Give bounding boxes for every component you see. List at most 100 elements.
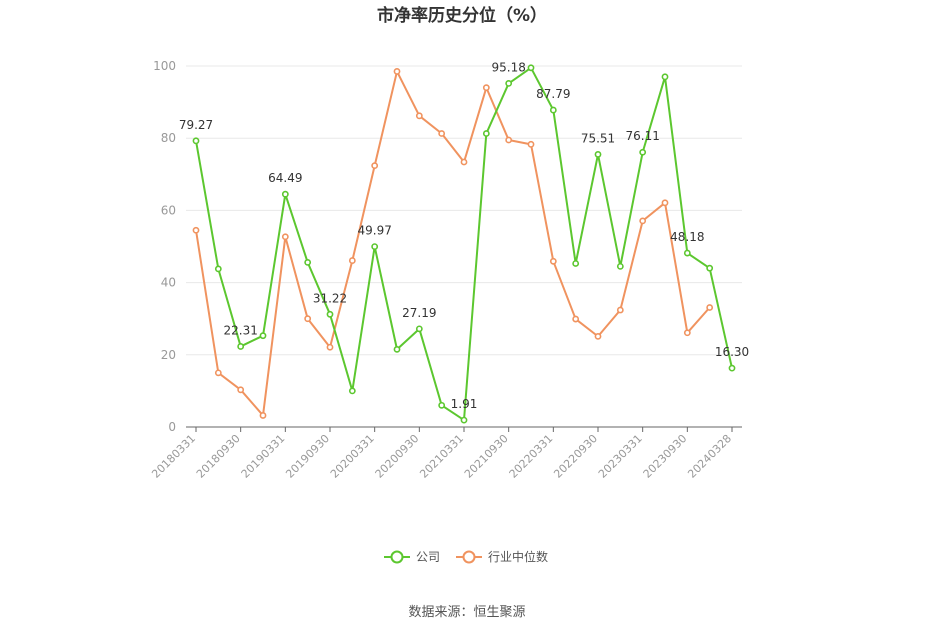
legend-label: 行业中位数: [488, 549, 548, 564]
data-label: 16.30: [715, 345, 749, 359]
x-tick-label: 20180930: [194, 432, 243, 481]
data-label: 64.49: [268, 171, 302, 185]
data-point[interactable]: [728, 364, 736, 372]
legend-marker: [390, 550, 404, 564]
data-label: 22.31: [223, 323, 257, 337]
label-layer: 79.27 22.31 64.49 31.22 49.97 27.19 1.91 95.18 8…: [179, 60, 749, 411]
data-label: 95.18: [491, 60, 525, 74]
data-point[interactable]: [438, 401, 446, 409]
data-point[interactable]: [393, 345, 401, 353]
data-point[interactable]: [259, 412, 267, 419]
data-point[interactable]: [706, 304, 714, 311]
x-tick-label: 20200331: [328, 432, 377, 481]
legend-item-0[interactable]: 公司: [384, 550, 440, 564]
data-point[interactable]: [683, 249, 691, 257]
data-point[interactable]: [214, 265, 222, 273]
data-point[interactable]: [438, 130, 446, 137]
x-tick-label: 20220930: [551, 432, 600, 481]
data-point[interactable]: [616, 306, 624, 314]
y-tick-label: 40: [161, 276, 176, 290]
data-point[interactable]: [348, 257, 356, 264]
data-point[interactable]: [505, 80, 513, 87]
data-point[interactable]: [371, 243, 379, 251]
data-point[interactable]: [683, 329, 691, 337]
data-point[interactable]: [482, 130, 490, 137]
data-label: 48.18: [670, 230, 704, 244]
data-point[interactable]: [326, 343, 334, 351]
series-layer: [192, 64, 736, 424]
data-label: 76.11: [625, 129, 659, 143]
data-point[interactable]: [259, 332, 267, 340]
data-source: 数据来源：恒生聚源: [408, 605, 525, 620]
x-tick-label: 20230331: [596, 432, 645, 481]
grid-layer: [186, 65, 742, 428]
data-point[interactable]: [616, 262, 624, 270]
data-point[interactable]: [393, 68, 401, 75]
data-point[interactable]: [281, 190, 289, 198]
data-point[interactable]: [460, 416, 468, 424]
data-point[interactable]: [505, 136, 513, 144]
series-0: [192, 64, 736, 424]
x-tick-label: 20200930: [373, 432, 422, 481]
legend-item-1[interactable]: 行业中位数: [456, 549, 548, 564]
data-label: 27.19: [402, 306, 436, 320]
data-point[interactable]: [639, 148, 647, 156]
data-point[interactable]: [304, 315, 312, 323]
data-point[interactable]: [572, 315, 580, 323]
x-tick-label: 20190930: [283, 432, 332, 481]
data-point[interactable]: [192, 226, 200, 234]
legend-label: 公司: [416, 550, 440, 564]
chart-title: 市净率历史分位（%）: [377, 5, 547, 26]
data-point[interactable]: [594, 332, 602, 340]
data-point[interactable]: [482, 84, 490, 92]
data-point[interactable]: [639, 217, 647, 225]
data-point[interactable]: [371, 162, 379, 170]
data-point[interactable]: [415, 112, 423, 120]
y-tick-label: 80: [161, 131, 176, 145]
y-tick-label: 60: [161, 203, 176, 217]
data-point[interactable]: [214, 369, 222, 377]
y-tick-label: 20: [161, 348, 176, 362]
data-point[interactable]: [192, 137, 200, 145]
series-line: [195, 66, 733, 422]
x-tick-label: 20240328: [685, 432, 734, 481]
series-1: [192, 68, 714, 419]
data-point[interactable]: [549, 106, 557, 114]
data-label: 31.22: [313, 291, 347, 305]
x-tick-label: 20210930: [462, 432, 511, 481]
data-label: 1.91: [451, 397, 478, 411]
data-point[interactable]: [237, 343, 245, 350]
data-point[interactable]: [348, 387, 356, 395]
data-point[interactable]: [304, 258, 312, 266]
x-tick-label: 20190331: [239, 432, 288, 481]
data-point[interactable]: [281, 233, 289, 241]
data-point[interactable]: [237, 386, 245, 394]
series-line: [195, 70, 711, 417]
data-point[interactable]: [661, 73, 669, 81]
data-point[interactable]: [415, 325, 423, 333]
data-point[interactable]: [706, 264, 714, 272]
y-tick-label: 0: [168, 420, 176, 434]
data-point[interactable]: [549, 257, 557, 265]
x-tick-label: 20230930: [641, 432, 690, 481]
x-tick-label: 20210331: [417, 432, 466, 481]
x-tick-label: 20180331: [149, 432, 198, 481]
data-point[interactable]: [326, 310, 334, 318]
data-label: 49.97: [357, 224, 391, 238]
axis-layer: 0 20 40 60 80 100 2018033120180930201903312019…: [149, 59, 742, 481]
x-tick-label: 20220331: [507, 432, 556, 481]
data-point[interactable]: [572, 260, 580, 267]
data-point[interactable]: [527, 140, 535, 148]
data-label: 87.79: [536, 87, 570, 101]
y-tick-label: 100: [153, 59, 176, 73]
data-point[interactable]: [460, 158, 468, 166]
data-label: 79.27: [179, 118, 213, 132]
data-point[interactable]: [661, 199, 669, 207]
data-point[interactable]: [527, 64, 535, 72]
legend[interactable]: 公司 行业中位数: [384, 549, 548, 564]
legend-marker: [462, 550, 476, 564]
data-label: 75.51: [581, 131, 615, 145]
data-point[interactable]: [594, 151, 602, 158]
